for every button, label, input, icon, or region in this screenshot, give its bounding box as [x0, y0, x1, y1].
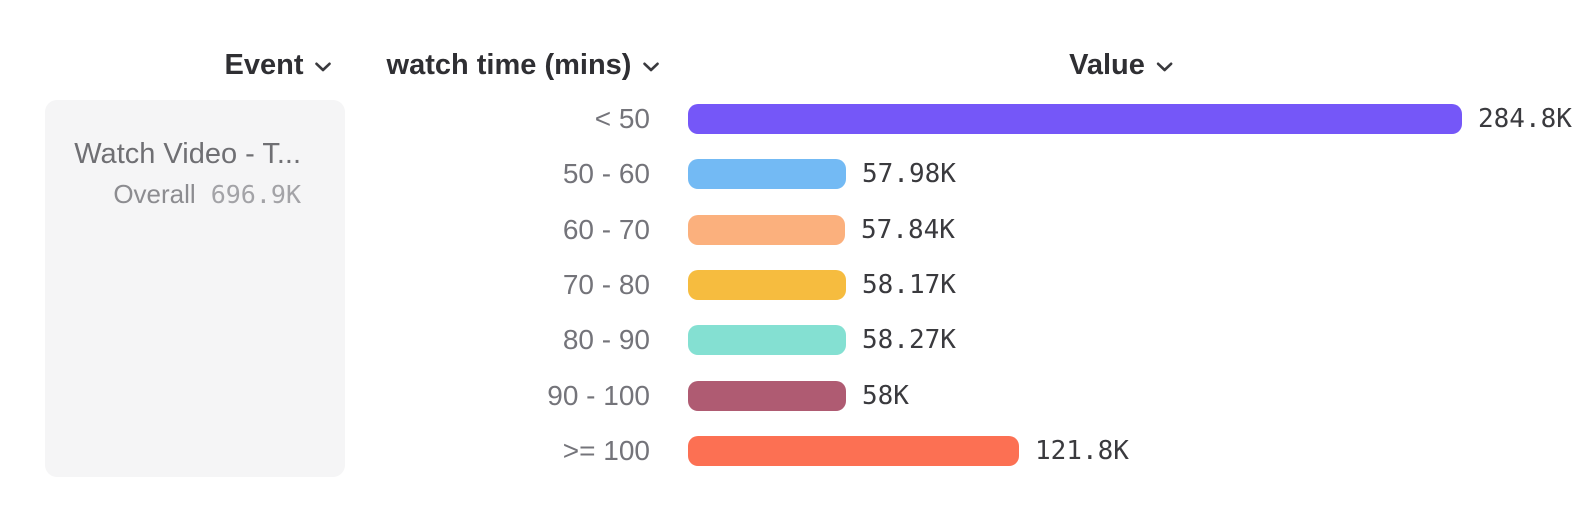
column-header-value[interactable]: Value [1069, 47, 1173, 83]
bar[interactable] [688, 104, 1462, 134]
column-header-event[interactable]: Event [225, 47, 332, 83]
row-label: 70 - 80 [562, 269, 650, 300]
chevron-down-icon [1156, 62, 1173, 72]
row-label: 90 - 100 [547, 380, 650, 411]
bar-value: 57.84K [861, 215, 955, 245]
bar[interactable] [688, 215, 845, 245]
overall-label: Overall [113, 179, 196, 209]
chart-row: 60 - 70 57.84K [0, 215, 1592, 245]
bar[interactable] [688, 381, 846, 411]
bar-value: 58.17K [862, 270, 956, 300]
chart-row: 90 - 100 58K [0, 381, 1592, 411]
chart-row: 80 - 90 58.27K [0, 325, 1592, 355]
event-title: Watch Video - T... [74, 138, 301, 170]
column-header-breakdown-label: watch time (mins) [386, 48, 632, 81]
chevron-down-icon [643, 62, 659, 72]
chart-row: 50 - 60 57.98K [0, 159, 1592, 189]
chart-row: < 50 284.8K [0, 104, 1592, 134]
bar[interactable] [688, 325, 846, 355]
bar[interactable] [688, 159, 846, 189]
bar[interactable] [688, 270, 846, 300]
row-label: 80 - 90 [562, 324, 650, 355]
event-overall: Overall 696.9K [74, 178, 301, 211]
row-label: < 50 [594, 103, 650, 134]
event-card-text: Watch Video - T... Overall 696.9K [74, 136, 301, 211]
bar[interactable] [688, 436, 1019, 466]
bar-value: 57.98K [862, 159, 956, 189]
bar-value: 58.27K [862, 325, 956, 355]
event-card[interactable]: Watch Video - T... Overall 696.9K [45, 100, 345, 477]
column-header-value-label: Value [1069, 48, 1145, 81]
bar-value: 121.8K [1035, 436, 1129, 466]
bar-value: 284.8K [1478, 104, 1572, 134]
column-header-event-label: Event [224, 48, 304, 81]
row-label: 60 - 70 [562, 214, 650, 245]
overall-value: 696.9K [210, 180, 301, 209]
chart-row: 70 - 80 58.17K [0, 270, 1592, 300]
column-header-breakdown[interactable]: watch time (mins) [387, 47, 660, 83]
row-label: >= 100 [562, 435, 650, 466]
chevron-down-icon [315, 62, 331, 72]
chart-row: >= 100 121.8K [0, 436, 1592, 466]
bar-value: 58K [862, 381, 909, 411]
row-label: 50 - 60 [562, 158, 650, 189]
